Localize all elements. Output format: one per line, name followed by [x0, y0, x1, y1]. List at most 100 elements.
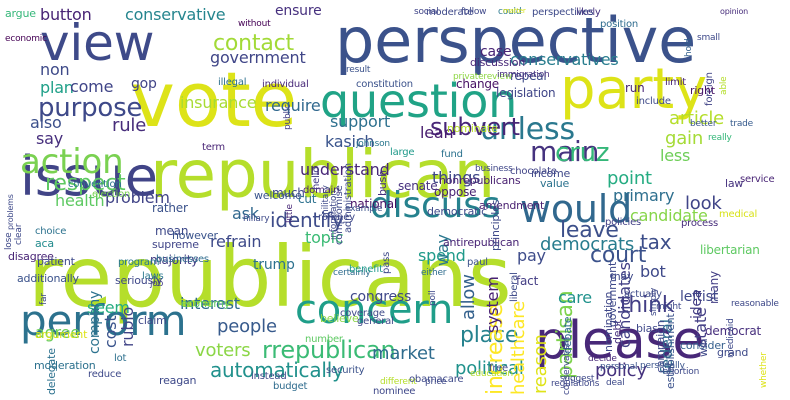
word-conservative: conservative [125, 5, 226, 24]
word-illegal: illegal [218, 77, 247, 88]
word-better: better [690, 119, 717, 129]
word-company: company [87, 290, 103, 354]
word-libertarian: libertarian [700, 243, 760, 257]
word-individual: individual [262, 79, 309, 90]
word-small: small [697, 33, 720, 43]
word-plan: plan [40, 78, 74, 97]
word-cost: cost [101, 315, 120, 349]
word-majority: majority [150, 253, 199, 267]
word-action: action [20, 142, 124, 182]
word-case: case [480, 44, 512, 60]
word-understand: understand [300, 160, 390, 179]
word-gop: gop [131, 76, 157, 92]
word-medical: medical [719, 209, 758, 220]
word-primary: primary [613, 186, 675, 205]
word-less: less [660, 146, 691, 165]
word-believe: believe [320, 312, 359, 325]
word-certainly: certainly [333, 268, 371, 278]
word-seriously: seriously [115, 274, 163, 287]
word-income: income [531, 167, 571, 180]
word-price: price [425, 377, 447, 387]
word-rubio: rubio [118, 306, 137, 347]
word-opinion: opinion [720, 7, 749, 16]
word-personally: personally [640, 361, 685, 371]
word-main: main [530, 135, 600, 168]
word-benefit: benefit [349, 264, 383, 275]
word-people: people [217, 316, 277, 337]
word-right: right [690, 84, 715, 97]
word-purpose: purpose [38, 93, 143, 123]
word-domain: domain [303, 185, 340, 196]
word-support: support [330, 112, 391, 131]
word-ask: ask [232, 204, 259, 223]
word-different: different [380, 377, 417, 387]
word-privatereview: privatereview [453, 72, 512, 82]
word-democratic: democratic [427, 205, 487, 218]
word-leave: leave [560, 218, 619, 243]
word-seem: seem [87, 298, 130, 317]
word-interest: interest [180, 294, 240, 313]
word-trade: trade [730, 119, 753, 129]
word-regulations: regulations [551, 379, 600, 389]
word-bias: bias [636, 322, 658, 335]
word-think: think [620, 293, 675, 318]
word-democrat: democrat [705, 324, 762, 338]
word-cut: cut [298, 192, 317, 206]
word-program: program [118, 257, 160, 268]
word-subvert: subvert [430, 113, 520, 141]
word-deal: deal [606, 378, 625, 388]
word-decide: decide [588, 354, 617, 364]
word-rrepublican: rrepublican [262, 336, 396, 364]
word-welcome: welcome [254, 189, 302, 202]
word-unless: unless [480, 112, 575, 147]
word-spend: spend [418, 246, 466, 265]
word-voters: voters [195, 340, 251, 361]
word-either: either [421, 268, 447, 278]
word-term: term [202, 142, 225, 153]
word-johnson: johnson [356, 139, 390, 149]
word-tax: tax [640, 230, 672, 254]
word-automatically: automatically [210, 358, 344, 382]
word-policies: policies [605, 217, 642, 228]
word-clear: clear [14, 223, 24, 245]
word-service: service [740, 174, 775, 185]
word-change: change [456, 77, 499, 91]
word-number: number [305, 334, 343, 345]
word-come: come [70, 77, 114, 96]
word-fund: fund [441, 149, 463, 160]
word-immigration: immigration [497, 70, 550, 80]
word-health: health [55, 191, 105, 210]
word-nominate: nominate [447, 122, 498, 135]
word-candidate: candidate [630, 206, 708, 225]
word-personal: personal [600, 362, 638, 372]
word-chocolate: chocolate [510, 166, 557, 177]
word-reasonable: reasonable [731, 299, 779, 309]
word-market: market [372, 343, 435, 364]
word-win: win [697, 338, 710, 358]
word-laws: laws [142, 271, 164, 282]
word-healthcare: healthcare [508, 301, 529, 395]
word-national: national [350, 197, 398, 211]
word-view: view [40, 14, 155, 72]
word-political: political [455, 358, 524, 379]
word-likely: likely [576, 7, 601, 18]
word-pay: pay [517, 246, 546, 265]
word-identify: identify [270, 208, 344, 232]
word-position: position [600, 19, 639, 30]
word-trump: trump [253, 257, 295, 273]
word-far: far [39, 293, 49, 305]
word-law: law [725, 177, 744, 190]
word-disagree: disagree [8, 250, 54, 263]
word-legislation: legislation [496, 86, 556, 100]
word-value: value [540, 177, 570, 190]
word-perspective: perspective [335, 4, 697, 77]
word-hello: hello [311, 166, 322, 190]
word-non: non [40, 60, 70, 79]
word-reagan: reagan [159, 374, 197, 387]
word-bush: bush [376, 170, 389, 197]
word-election: election [92, 189, 131, 200]
word-matter: matter [503, 7, 526, 15]
word-consider: consider [680, 339, 726, 352]
word-party: party [560, 57, 707, 122]
word-nominee: nominee [373, 386, 416, 397]
